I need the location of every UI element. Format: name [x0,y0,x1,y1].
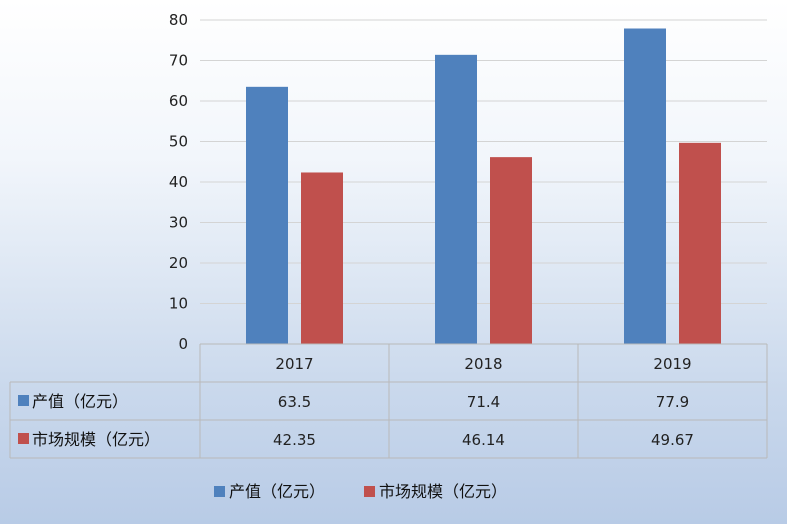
legend-swatch [364,486,375,497]
x-tick-label: 2017 [275,355,313,373]
legend-label: 产值（亿元） [229,482,325,501]
data-table: 2017 2018 2019 产值（亿元） 63.5 71.4 77.9 市场规模（亿元） 42… [9,343,768,459]
gridlines [200,19,767,345]
bar-market-2018 [490,157,532,344]
bar-market-2019 [679,142,721,344]
bars [246,28,721,345]
bar-output-2018 [435,54,477,345]
table-row-label: 产值（亿元） [32,392,128,411]
bar-output-2019 [624,28,666,344]
data-label: 71.4 [467,393,500,411]
y-tick-label: 0 [178,335,188,353]
data-label: 42.35 [273,431,316,449]
y-tick-label: 80 [169,11,188,29]
table-legend-key [18,433,29,444]
x-tick-label: 2018 [464,355,502,373]
table-row-label: 市场规模（亿元） [32,430,160,449]
legend-swatch [214,486,225,497]
y-tick-label: 50 [169,133,188,151]
y-axis-ticks: 0 10 20 30 40 50 60 70 80 [169,11,188,353]
legend: 产值（亿元） 市场规模（亿元） [214,482,507,501]
bar-output-2017 [246,86,288,344]
y-tick-label: 10 [169,295,188,313]
data-label: 77.9 [656,393,689,411]
data-label: 46.14 [462,431,505,449]
legend-label: 市场规模（亿元） [379,482,507,501]
y-tick-label: 20 [169,254,188,272]
x-tick-label: 2019 [653,355,691,373]
y-tick-label: 30 [169,214,188,232]
bar-market-2017 [301,172,343,344]
table-legend-key [18,395,29,406]
data-label: 49.67 [651,431,694,449]
y-tick-label: 40 [169,173,188,191]
y-tick-label: 60 [169,92,188,110]
data-label: 63.5 [278,393,311,411]
y-tick-label: 70 [169,52,188,70]
